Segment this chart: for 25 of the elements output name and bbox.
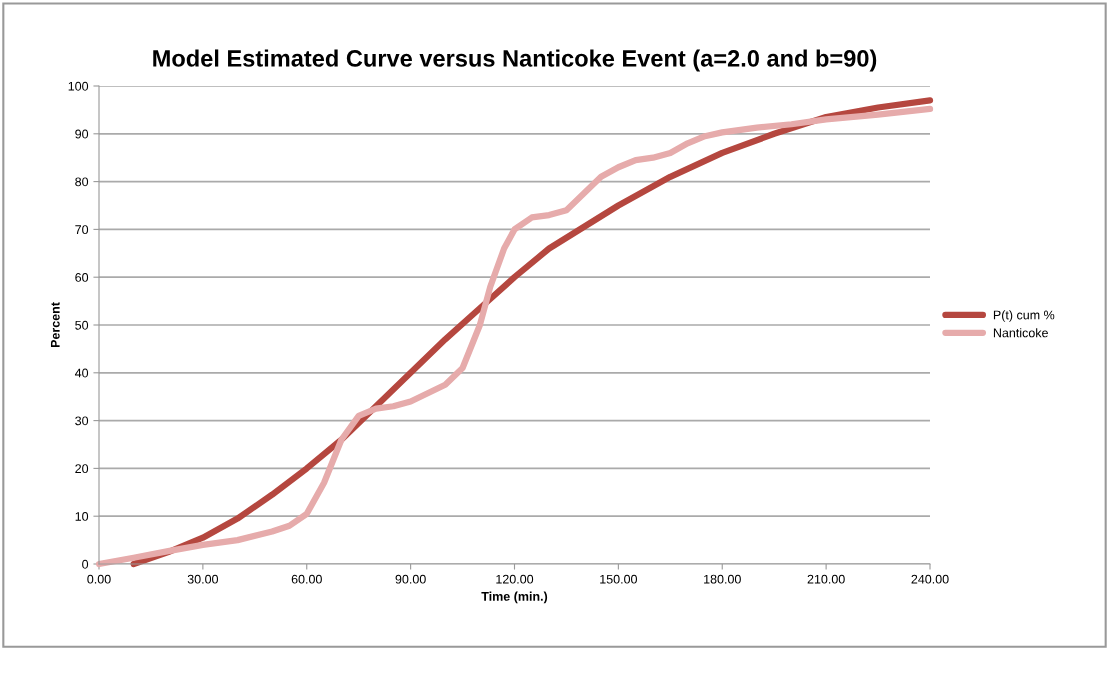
chart-title: Model Estimated Curve versus Nanticoke Event (a=2.0 and b=90) — [153, 49, 877, 72]
x-axis-title: Time (min.) — [481, 591, 548, 604]
y-tick-label: 30 — [75, 416, 89, 426]
legend-label: P(t) cum % — [993, 310, 1055, 322]
x-tick-label: 60.00 — [291, 574, 322, 584]
y-tick-label: 10 — [75, 512, 89, 521]
x-tick-label: 120.00 — [496, 574, 534, 584]
x-tick-label: 0.00 — [87, 574, 111, 584]
x-tick-label: 210.00 — [807, 574, 845, 584]
y-tick-label: 60 — [75, 273, 89, 282]
legend-label: Nanticoke — [993, 328, 1048, 338]
x-tick-label: 150.00 — [600, 574, 637, 584]
y-tick-label: 0 — [82, 559, 89, 569]
y-axis-title: Percent — [50, 302, 60, 348]
y-tick-label: 40 — [74, 368, 89, 378]
y-tick-label: 70 — [75, 225, 89, 235]
y-tick-label: 80 — [75, 177, 89, 187]
y-tick-label: 20 — [75, 464, 89, 474]
y-tick-label: 100 — [68, 81, 89, 91]
x-tick-label: 240.00 — [911, 574, 949, 584]
y-tick-label: 90 — [75, 129, 89, 139]
x-tick-label: 90.00 — [395, 574, 426, 584]
x-tick-label: 180.00 — [704, 574, 741, 584]
y-tick-label: 50 — [75, 320, 89, 330]
x-tick-label: 30.00 — [187, 574, 219, 584]
